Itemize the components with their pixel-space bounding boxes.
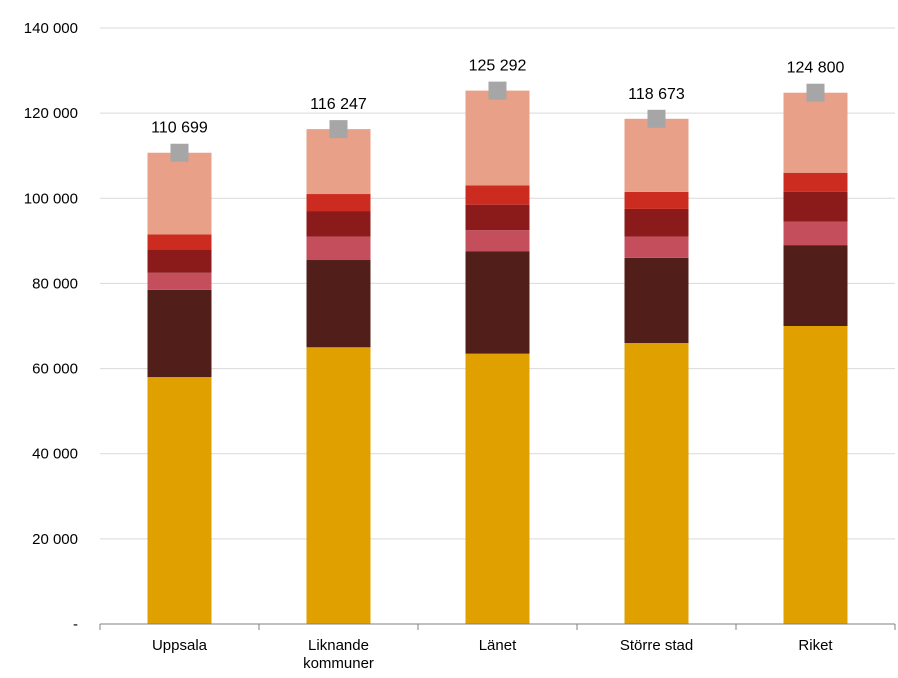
total-label: 118 673	[628, 86, 685, 103]
bar-segment	[306, 236, 371, 261]
bar-segment	[147, 272, 212, 290]
bar-segment	[624, 257, 689, 344]
bar-segment	[306, 194, 371, 212]
bar-segment	[783, 172, 848, 192]
bar-segment	[783, 221, 848, 246]
bar-segment	[624, 343, 689, 624]
y-tick-label: 40 000	[32, 446, 78, 463]
bar-segment	[624, 191, 689, 209]
x-tick-label: Riket	[798, 637, 833, 654]
total-marker	[329, 120, 348, 139]
bar-segment	[306, 347, 371, 624]
total-marker	[170, 143, 189, 162]
bar-segment	[624, 118, 689, 192]
total-marker	[647, 109, 666, 128]
bar-segment	[306, 211, 371, 237]
bar-segment	[147, 289, 212, 378]
total-label: 124 800	[787, 60, 845, 77]
bar-segment	[306, 129, 371, 195]
x-tick-label: Större stad	[620, 637, 693, 654]
y-tick-label: 100 000	[24, 190, 78, 207]
total-label: 110 699	[151, 120, 208, 137]
bar-segment	[465, 90, 530, 186]
total-label: 116 247	[310, 96, 367, 113]
bar-segment	[465, 230, 530, 252]
bar-segment	[783, 92, 848, 173]
x-tick-label: Uppsala	[152, 637, 208, 654]
bar-segment	[783, 326, 848, 624]
x-tick-label: Länet	[479, 637, 517, 654]
x-tick-label: Liknande kommuner	[303, 637, 374, 672]
y-tick-label: 20 000	[32, 531, 78, 548]
bar-segment	[624, 236, 689, 258]
bar-segment	[465, 353, 530, 624]
bar-segment	[147, 249, 212, 273]
total-marker	[488, 81, 507, 100]
bar-segment	[465, 185, 530, 205]
bar-segment	[783, 245, 848, 326]
bar-segment	[783, 191, 848, 222]
total-label: 125 292	[469, 58, 527, 75]
bar-segment	[465, 204, 530, 231]
bar-segment	[465, 251, 530, 354]
bar-segment	[147, 152, 212, 235]
total-marker	[806, 83, 825, 102]
y-tick-label: 80 000	[32, 275, 78, 292]
y-tick-label: 120 000	[24, 105, 78, 122]
y-tick-label: 60 000	[32, 361, 78, 378]
bar-segment	[624, 208, 689, 237]
bar-segment	[306, 260, 371, 348]
y-tick-label: 140 000	[24, 20, 78, 37]
y-tick-label: -	[73, 616, 78, 633]
bar-segment	[147, 377, 212, 624]
bar-segment	[147, 234, 212, 250]
